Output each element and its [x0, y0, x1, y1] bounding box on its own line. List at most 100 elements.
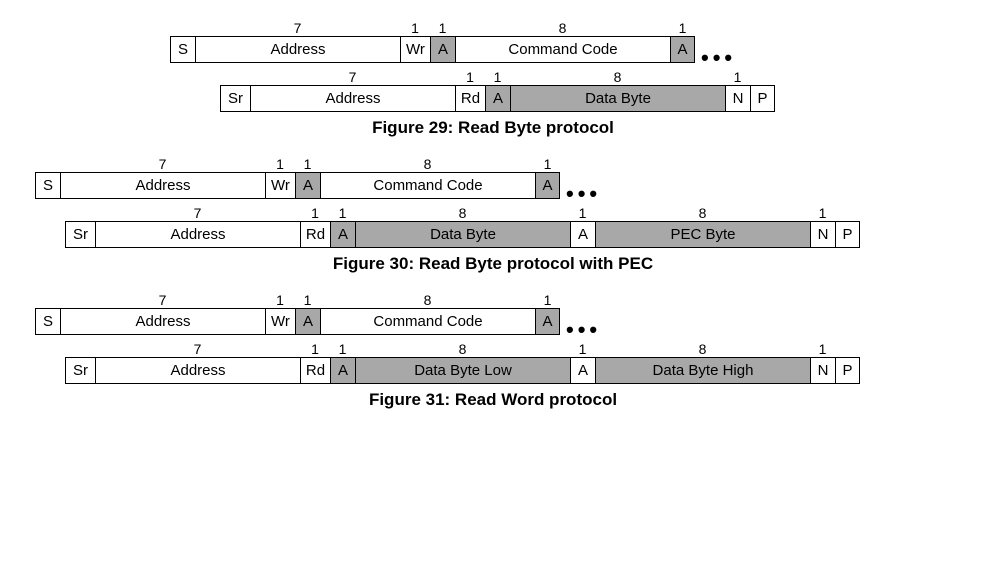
field-cell: A — [570, 357, 595, 384]
field-cell: Wr — [265, 308, 295, 335]
field-cell: N — [725, 85, 750, 112]
bit-count-label — [220, 69, 250, 85]
field-cell: Rd — [300, 357, 330, 384]
bit-count-label: 8 — [510, 69, 725, 85]
bit-count-row: 7118181 — [10, 341, 976, 357]
field-cell: Command Code — [320, 308, 535, 335]
field-cell: Wr — [400, 36, 430, 63]
bit-count-row: 71181 — [10, 20, 976, 36]
bit-count-label: 1 — [300, 341, 330, 357]
field-cell: A — [295, 308, 320, 335]
protocol-row: 71181SAddressWrACommand CodeA••• — [10, 20, 976, 63]
bit-count-label: 1 — [265, 156, 295, 172]
field-cell: Address — [95, 357, 300, 384]
field-cell: Data Byte — [510, 85, 725, 112]
bit-count-row: 71181 — [10, 69, 976, 85]
bit-count-label: 7 — [195, 20, 400, 36]
field-cell: A — [535, 308, 560, 335]
field-cell: A — [570, 221, 595, 248]
bit-count-label: 8 — [320, 156, 535, 172]
bit-count-label: 1 — [570, 205, 595, 221]
bit-count-label: 1 — [670, 20, 695, 36]
field-cell: A — [295, 172, 320, 199]
bit-count-label — [835, 341, 860, 357]
field-cell: S — [35, 172, 60, 199]
bit-count-label: 7 — [60, 156, 265, 172]
bit-count-label: 8 — [355, 341, 570, 357]
bit-count-label — [35, 156, 60, 172]
continuation-dots: ••• — [701, 53, 736, 63]
bit-count-label: 7 — [250, 69, 455, 85]
bit-count-label: 1 — [810, 205, 835, 221]
bit-count-label: 7 — [95, 341, 300, 357]
protocol-row: 7118181SrAddressRdAData Byte LowAData By… — [10, 341, 976, 384]
figure-caption: Figure 30: Read Byte protocol with PEC — [10, 254, 976, 274]
field-cell: A — [485, 85, 510, 112]
field-cell: Sr — [220, 85, 250, 112]
field-cell: P — [835, 221, 860, 248]
field-cell: N — [810, 357, 835, 384]
field-cell: Address — [60, 308, 265, 335]
bit-count-label: 7 — [60, 292, 265, 308]
protocol-row: 7118181SrAddressRdAData ByteAPEC ByteNP — [10, 205, 976, 248]
field-cell: Sr — [65, 221, 95, 248]
field-cell: A — [430, 36, 455, 63]
bit-count-label: 1 — [810, 341, 835, 357]
field-cell: Rd — [300, 221, 330, 248]
bit-count-label — [65, 341, 95, 357]
field-cell: Command Code — [455, 36, 670, 63]
bit-count-row: 7118181 — [10, 205, 976, 221]
field-row: SAddressWrACommand CodeA — [35, 172, 560, 199]
bit-count-label: 8 — [320, 292, 535, 308]
bit-count-label: 1 — [295, 292, 320, 308]
bit-count-label — [750, 69, 775, 85]
field-row: SrAddressRdAData Byte LowAData Byte High… — [65, 357, 860, 384]
field-row: SAddressWrACommand CodeA — [170, 36, 695, 63]
field-cell: A — [330, 357, 355, 384]
field-cell: S — [35, 308, 60, 335]
field-cell: A — [535, 172, 560, 199]
bit-count-label — [35, 292, 60, 308]
bit-count-label: 1 — [535, 156, 560, 172]
bit-count-row: 71181 — [10, 156, 976, 172]
bit-count-label: 8 — [355, 205, 570, 221]
bit-count-label: 1 — [430, 20, 455, 36]
bit-count-row: 71181 — [10, 292, 976, 308]
field-row: SrAddressRdAData ByteNP — [220, 85, 775, 112]
bit-count-label: 1 — [400, 20, 430, 36]
field-cell: P — [750, 85, 775, 112]
protocol-diagrams: 71181SAddressWrACommand CodeA•••71181SrA… — [10, 20, 976, 410]
field-cell: Address — [95, 221, 300, 248]
bit-count-label: 1 — [265, 292, 295, 308]
figure-caption: Figure 31: Read Word protocol — [10, 390, 976, 410]
field-cell: P — [835, 357, 860, 384]
field-cell: Sr — [65, 357, 95, 384]
figure-fig31: 71181SAddressWrACommand CodeA•••7118181S… — [10, 292, 976, 410]
field-cell: A — [330, 221, 355, 248]
bit-count-label: 1 — [330, 205, 355, 221]
figure-fig29: 71181SAddressWrACommand CodeA•••71181SrA… — [10, 20, 976, 138]
bit-count-label: 8 — [595, 205, 810, 221]
bit-count-label: 8 — [595, 341, 810, 357]
bit-count-label: 1 — [725, 69, 750, 85]
field-cell: Wr — [265, 172, 295, 199]
continuation-dots: ••• — [566, 189, 601, 199]
field-cell: Data Byte High — [595, 357, 810, 384]
figure-fig30: 71181SAddressWrACommand CodeA•••7118181S… — [10, 156, 976, 274]
field-cell: Data Byte — [355, 221, 570, 248]
field-cell: Address — [195, 36, 400, 63]
bit-count-label: 1 — [330, 341, 355, 357]
field-cell: A — [670, 36, 695, 63]
field-cell: S — [170, 36, 195, 63]
bit-count-label: 7 — [95, 205, 300, 221]
bit-count-label: 8 — [455, 20, 670, 36]
field-cell: Command Code — [320, 172, 535, 199]
field-cell: Data Byte Low — [355, 357, 570, 384]
bit-count-label: 1 — [295, 156, 320, 172]
bit-count-label: 1 — [455, 69, 485, 85]
field-cell: PEC Byte — [595, 221, 810, 248]
bit-count-label: 1 — [485, 69, 510, 85]
figure-caption: Figure 29: Read Byte protocol — [10, 118, 976, 138]
field-cell: Rd — [455, 85, 485, 112]
bit-count-label: 1 — [535, 292, 560, 308]
